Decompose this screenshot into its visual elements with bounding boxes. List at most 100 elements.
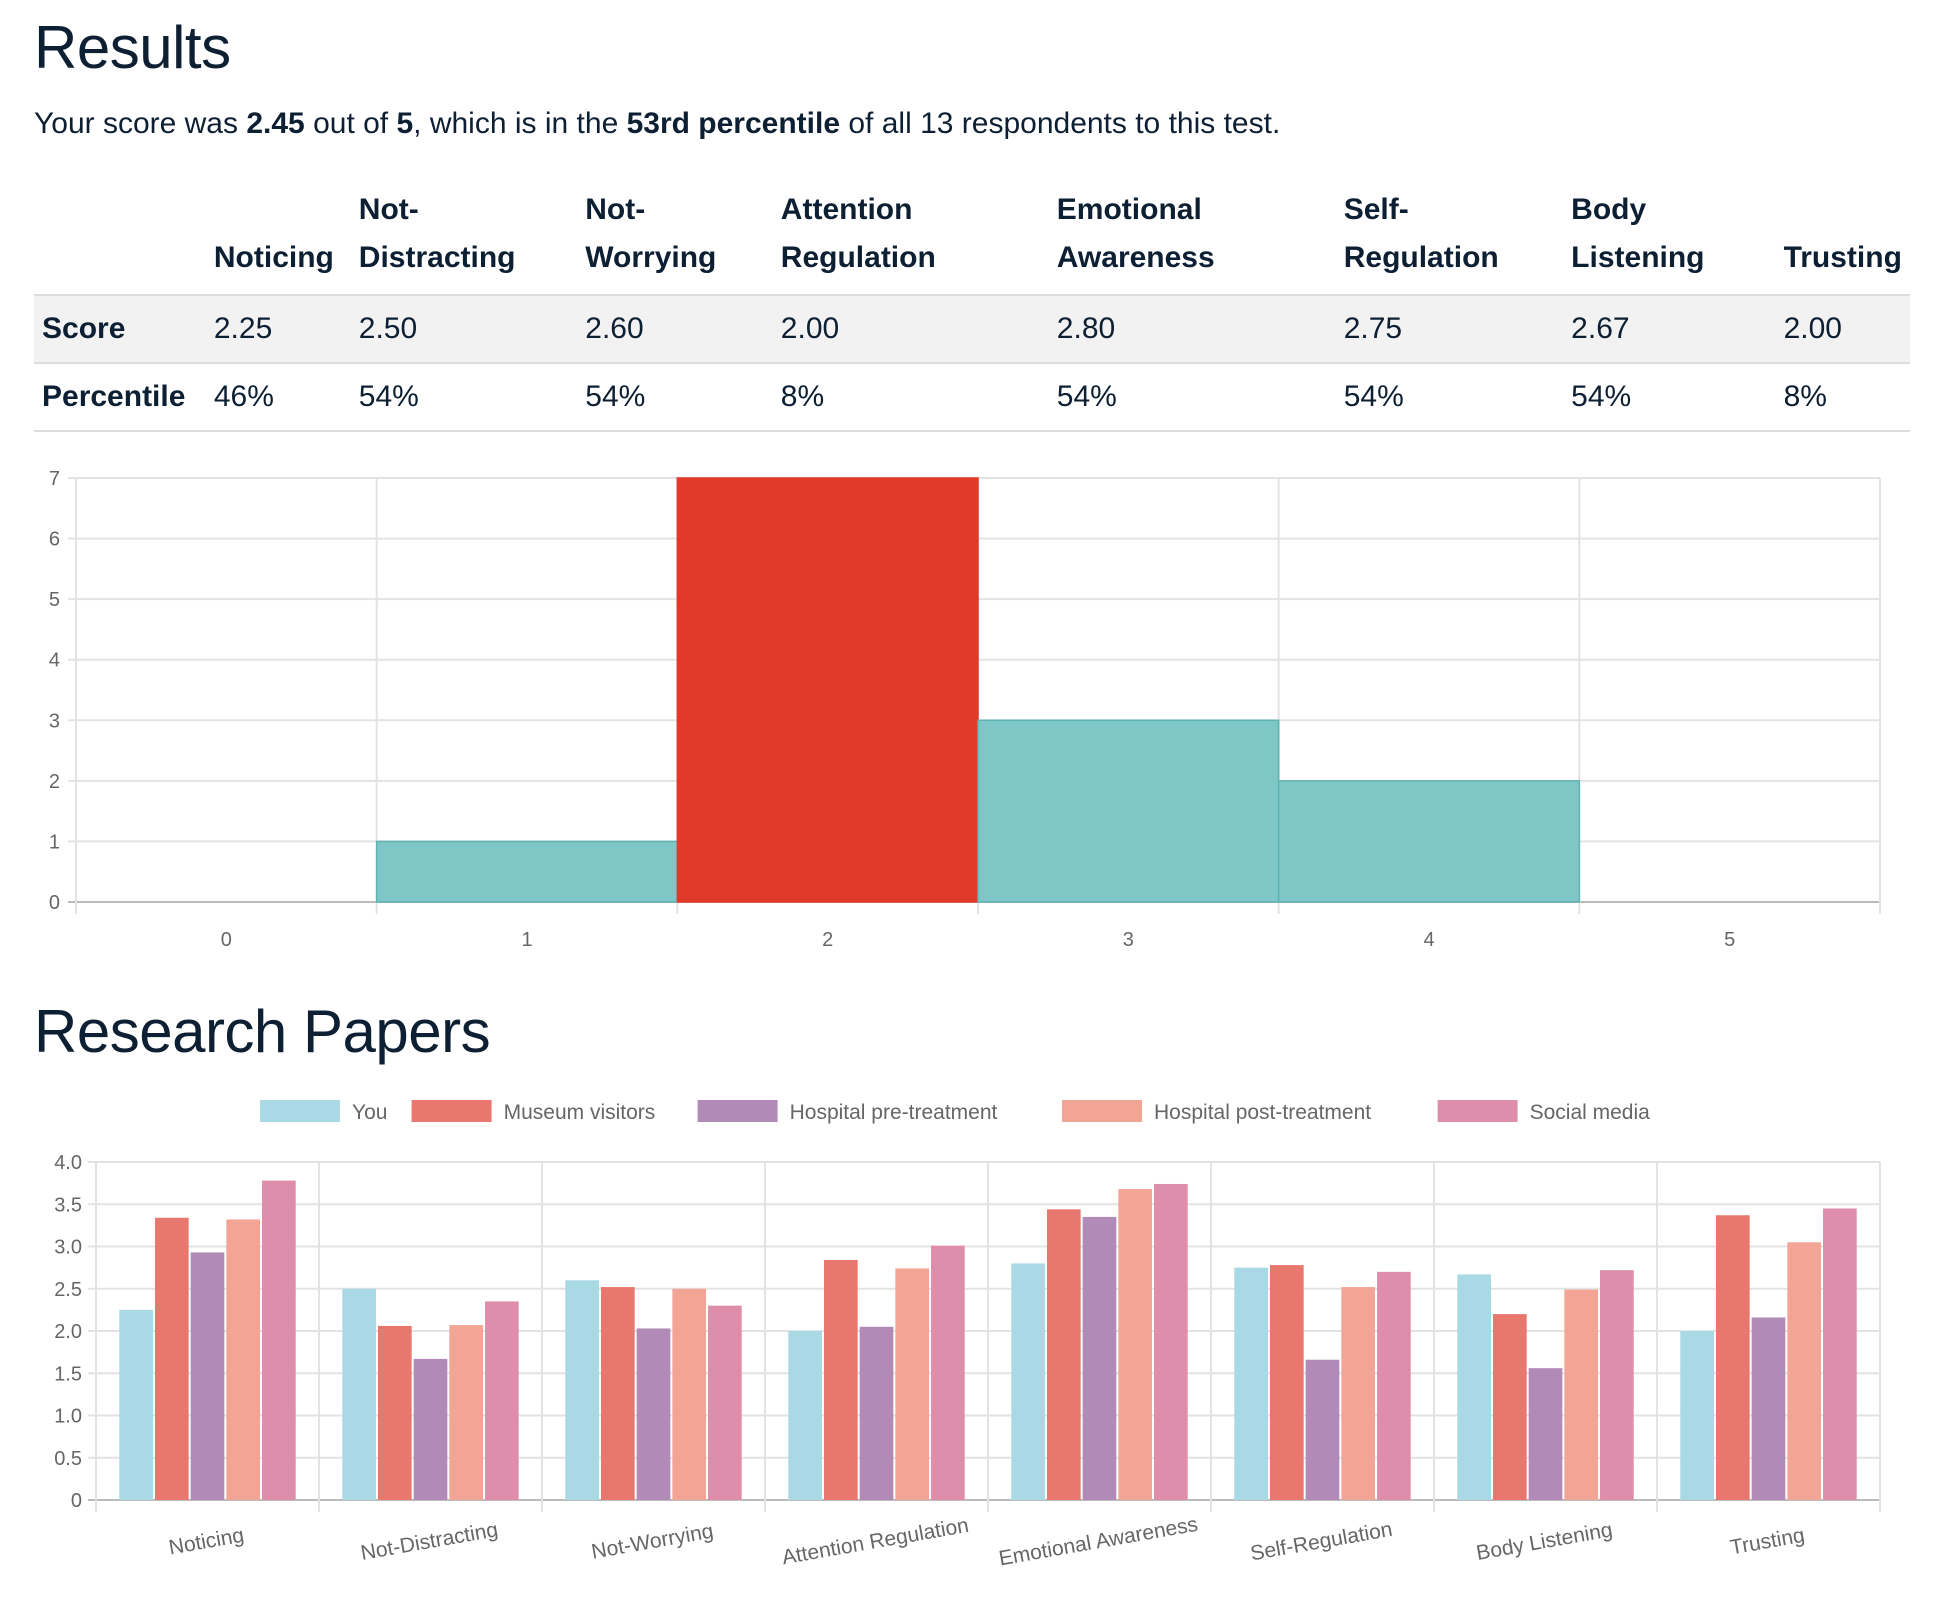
legend-label: Social media xyxy=(1530,1101,1651,1124)
table-cell: 54% xyxy=(577,362,773,432)
data-bar xyxy=(262,1180,296,1500)
data-bar xyxy=(859,1326,894,1500)
table-cell: 54% xyxy=(1335,362,1564,432)
data-bar xyxy=(1787,1242,1822,1500)
table-cell: 2.75 xyxy=(1335,294,1564,363)
table-cell: 2.50 xyxy=(350,294,578,363)
research-papers-title: Research Papers xyxy=(34,998,491,1065)
data-bar xyxy=(1305,1359,1340,1500)
table-cell: 8% xyxy=(1775,362,1910,432)
scores-table: Noticing Not- Distracting Not- Worrying … xyxy=(34,186,1910,432)
data-bar xyxy=(413,1358,448,1500)
max-score: 5 xyxy=(396,107,414,140)
x-tick-label: Noticing xyxy=(167,1524,246,1560)
legend-swatch xyxy=(1437,1100,1518,1122)
row-label: Score xyxy=(34,294,206,363)
x-tick-label: 5 xyxy=(1724,929,1735,951)
legend-label: Hospital pre-treatment xyxy=(790,1101,998,1124)
table-header-cell: Trusting xyxy=(1783,241,1902,274)
x-tick-label: 1 xyxy=(521,929,532,951)
legend-swatch xyxy=(697,1100,778,1122)
data-bar xyxy=(226,1219,261,1500)
legend-swatch xyxy=(411,1100,492,1122)
table-cell: 46% xyxy=(205,362,351,432)
score-histogram: 0 1 2 3 4 5 6 7 0 1 2 3 4 5 xyxy=(49,468,1881,951)
legend-label: Hospital post-treatment xyxy=(1154,1101,1371,1124)
table-header-cell xyxy=(34,186,206,295)
table-row: Score 2.25 2.50 2.60 2.00 2.80 2.75 2.67… xyxy=(34,294,1910,363)
data-bar xyxy=(1715,1215,1750,1500)
y-tick-label: 3.0 xyxy=(54,1237,82,1259)
data-bar xyxy=(823,1260,858,1500)
data-bar xyxy=(342,1288,376,1500)
histogram-bar xyxy=(977,719,1280,903)
y-tick-label: 3 xyxy=(49,710,60,732)
y-tick-label: 2.0 xyxy=(54,1321,82,1343)
legend-label: You xyxy=(352,1101,387,1124)
y-tick-label: 1 xyxy=(49,831,60,853)
data-bar xyxy=(485,1301,519,1500)
summary-text: , which is in the xyxy=(413,107,627,140)
data-bar xyxy=(636,1328,671,1500)
table-cell: 2.67 xyxy=(1563,294,1776,363)
data-bar xyxy=(1234,1267,1268,1500)
data-bar xyxy=(449,1325,484,1500)
data-bar xyxy=(1528,1368,1563,1500)
histogram-bar xyxy=(676,477,979,903)
y-tick-label: 1.5 xyxy=(54,1363,82,1385)
table-header-cell: Self- Regulation xyxy=(1343,193,1499,274)
research-papers-chart: You Museum visitors Hospital pre-treatment… xyxy=(54,1100,1881,1570)
y-tick-label: 1.0 xyxy=(54,1406,82,1428)
data-bar xyxy=(1154,1183,1188,1500)
table-cell: 2.00 xyxy=(772,294,1049,363)
data-bar xyxy=(1118,1189,1153,1500)
data-bar xyxy=(1377,1271,1411,1500)
table-cell: 2.25 xyxy=(205,294,351,363)
y-tick-label: 5 xyxy=(49,589,60,611)
data-bar xyxy=(1600,1270,1634,1500)
table-cell: 54% xyxy=(1048,362,1336,432)
y-tick-label: 2.5 xyxy=(54,1279,82,1301)
data-bar xyxy=(1082,1216,1117,1500)
y-tick-label: 0.5 xyxy=(54,1448,82,1470)
y-tick-label: 7 xyxy=(49,468,60,490)
table-header-cell: Emotional Awareness xyxy=(1056,193,1215,274)
data-bar xyxy=(1046,1209,1081,1500)
table-header-row: Noticing Not- Distracting Not- Worrying … xyxy=(34,186,1910,295)
x-tick-label: Attention Regulation xyxy=(780,1514,970,1569)
data-bar xyxy=(154,1217,189,1500)
legend-label: Museum visitors xyxy=(504,1101,656,1124)
y-tick-label: 0 xyxy=(71,1490,82,1512)
data-bar xyxy=(1751,1317,1786,1500)
data-bar xyxy=(1564,1289,1599,1500)
data-bar xyxy=(1011,1263,1045,1500)
summary-text: of all 13 respondents to this test. xyxy=(840,107,1281,140)
x-tick-label: Not-Distracting xyxy=(359,1518,500,1565)
data-bar xyxy=(377,1325,412,1500)
y-tick-label: 4 xyxy=(49,650,60,672)
x-tick-label: Trusting xyxy=(1728,1524,1806,1560)
x-tick-label: 0 xyxy=(221,929,232,951)
table-cell: 2.60 xyxy=(577,294,773,363)
x-tick-label: 3 xyxy=(1123,929,1134,951)
summary-text: Your score was xyxy=(34,107,247,140)
table-cell: 54% xyxy=(1563,362,1776,432)
data-bar xyxy=(119,1309,153,1500)
x-tick-label: Not-Worrying xyxy=(590,1520,715,1564)
y-tick-label: 0 xyxy=(49,892,60,914)
histogram-bar xyxy=(375,840,679,903)
data-bar xyxy=(565,1280,599,1500)
table-cell: 2.80 xyxy=(1048,294,1336,363)
table-header-cell: Not- Worrying xyxy=(585,193,717,274)
percentile-value: 53rd percentile xyxy=(626,107,841,140)
results-title: Results xyxy=(34,14,231,81)
histogram-bar xyxy=(1277,780,1581,903)
y-tick-label: 2 xyxy=(49,771,60,793)
table-cell: 8% xyxy=(772,362,1049,432)
data-bar xyxy=(190,1252,225,1500)
score-summary: Your score was 2.45 out of 5, which is i… xyxy=(34,104,1280,144)
data-bar xyxy=(1341,1287,1376,1500)
x-tick-label: 4 xyxy=(1423,929,1434,951)
data-bar xyxy=(672,1288,707,1500)
x-tick-label: Body Listening xyxy=(1475,1518,1615,1565)
